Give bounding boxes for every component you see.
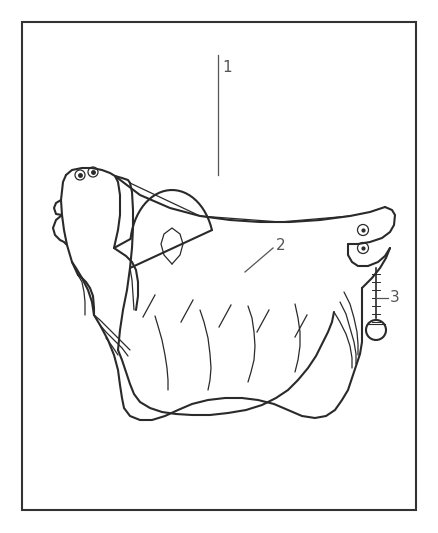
Text: 2: 2 [276, 238, 286, 253]
Text: 1: 1 [222, 61, 232, 76]
Text: 3: 3 [390, 290, 400, 305]
Bar [22, 22, 416, 510]
